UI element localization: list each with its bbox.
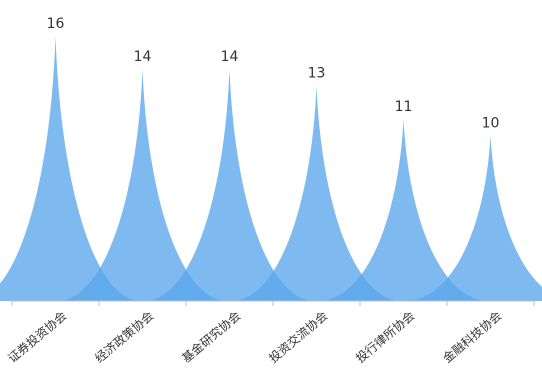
x-axis-ticks <box>11 301 535 306</box>
data-label-5: 10 <box>482 115 500 131</box>
spike-series <box>0 36 542 301</box>
x-tick-label-5: 金融科技协会 <box>440 308 505 366</box>
spike-0 <box>0 36 139 301</box>
data-labels: 16 14 14 13 11 10 <box>47 16 500 131</box>
x-tick-label-4: 投行律所协会 <box>353 308 418 366</box>
data-label-1: 14 <box>134 49 152 65</box>
x-tick-label-2: 基金研究协会 <box>179 308 244 366</box>
spike-3 <box>233 85 400 301</box>
spike-4 <box>320 118 487 301</box>
x-tick-label-1: 经济政策协会 <box>92 308 157 366</box>
x-axis-tick-labels: 证券投资协会 经济政策协会 基金研究协会 投资交流协会 投行律所协会 金融科技协会 <box>5 308 505 366</box>
spike-5 <box>407 135 542 301</box>
data-label-2: 14 <box>221 49 239 65</box>
data-label-3: 13 <box>308 66 326 82</box>
data-label-0: 16 <box>47 16 65 32</box>
data-label-4: 11 <box>395 99 413 115</box>
spike-1 <box>59 69 226 301</box>
x-tick-label-3: 投资交流协会 <box>266 308 331 366</box>
x-tick-label-0: 证券投资协会 <box>5 308 70 366</box>
spike-2 <box>146 69 313 301</box>
